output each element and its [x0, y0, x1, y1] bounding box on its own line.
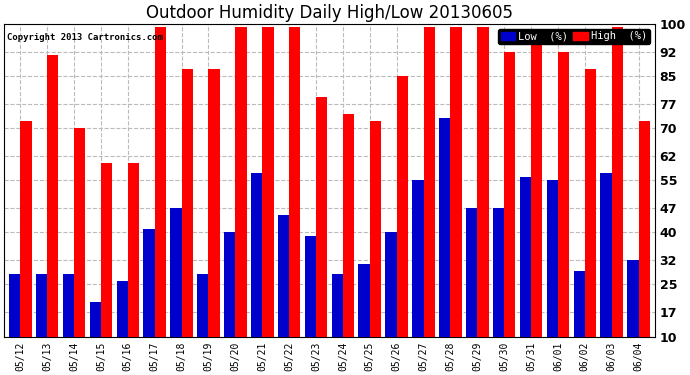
- Bar: [155, 27, 166, 337]
- Bar: [101, 163, 112, 337]
- Bar: [235, 27, 246, 337]
- Bar: [585, 69, 596, 337]
- Bar: [262, 27, 273, 337]
- Bar: [128, 163, 139, 337]
- Bar: [117, 281, 128, 337]
- Bar: [558, 51, 569, 337]
- Bar: [359, 264, 370, 337]
- Bar: [305, 236, 316, 337]
- Bar: [278, 215, 289, 337]
- Bar: [520, 177, 531, 337]
- Bar: [531, 41, 542, 337]
- Bar: [600, 173, 612, 337]
- Bar: [208, 69, 219, 337]
- Bar: [466, 208, 477, 337]
- Bar: [20, 121, 32, 337]
- Bar: [9, 274, 20, 337]
- Title: Outdoor Humidity Daily High/Low 20130605: Outdoor Humidity Daily High/Low 20130605: [146, 4, 513, 22]
- Bar: [90, 302, 101, 337]
- Bar: [504, 51, 515, 337]
- Bar: [493, 208, 504, 337]
- Bar: [251, 173, 262, 337]
- Bar: [224, 232, 235, 337]
- Bar: [412, 180, 424, 337]
- Bar: [181, 69, 193, 337]
- Bar: [546, 180, 558, 337]
- Bar: [47, 55, 59, 337]
- Bar: [424, 27, 435, 337]
- Bar: [144, 229, 155, 337]
- Bar: [332, 274, 343, 337]
- Text: Copyright 2013 Cartronics.com: Copyright 2013 Cartronics.com: [8, 33, 164, 42]
- Bar: [316, 97, 327, 337]
- Bar: [638, 121, 650, 337]
- Bar: [170, 208, 181, 337]
- Bar: [451, 27, 462, 337]
- Legend: Low  (%), High  (%): Low (%), High (%): [498, 28, 650, 44]
- Bar: [612, 27, 623, 337]
- Bar: [385, 232, 397, 337]
- Bar: [370, 121, 381, 337]
- Bar: [397, 76, 408, 337]
- Bar: [343, 114, 354, 337]
- Bar: [36, 274, 47, 337]
- Bar: [573, 270, 585, 337]
- Bar: [439, 118, 451, 337]
- Bar: [74, 128, 86, 337]
- Bar: [289, 27, 300, 337]
- Bar: [63, 274, 74, 337]
- Bar: [627, 260, 638, 337]
- Bar: [477, 27, 489, 337]
- Bar: [197, 274, 208, 337]
